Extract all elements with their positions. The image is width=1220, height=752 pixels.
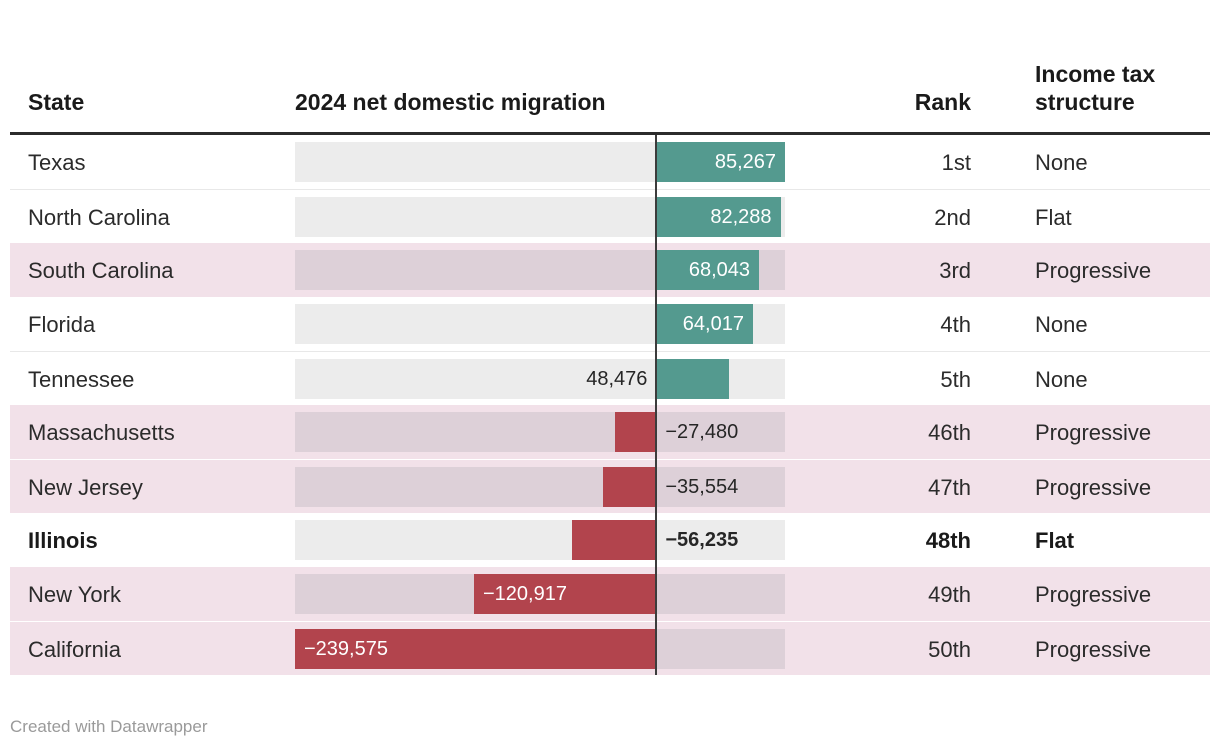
bar-track: −120,917 [295,574,785,614]
table-row: Illinois −56,235 48th Flat [10,513,1210,567]
migration-bar-cell: −27,480 [295,405,785,459]
bar-value-label: 82,288 [710,206,772,228]
state-cell: Illinois [28,527,98,553]
income-tax-cell: Flat [1035,527,1075,553]
state-cell: New Jersey [28,474,143,500]
rank-cell: 1st [941,149,971,175]
migration-bar-cell: −35,554 [295,460,785,514]
positive-bar [656,142,785,182]
bar-track: −56,235 [295,520,785,560]
negative-bar [571,520,657,560]
table-row: Florida 64,017 4th None [10,297,1210,351]
negative-bar [602,467,657,507]
positive-bar [656,359,730,399]
state-cell: Florida [28,311,96,337]
bar-track: −239,575 [295,629,785,669]
rank-cell: 2nd [934,204,971,230]
bar-track: 68,043 [295,250,785,290]
bar-track: −27,480 [295,412,785,452]
income-tax-cell: Flat [1035,204,1072,230]
column-header-state: State [28,89,85,116]
table-row: South Carolina 68,043 3rd Progressive [10,243,1210,297]
column-header-rank: Rank [914,89,971,116]
negative-bar [295,629,657,669]
migration-bar-cell: 82,288 [295,190,785,244]
rank-cell: 47th [928,474,971,500]
table-row: New York −120,917 49th Progressive [10,567,1210,621]
bar-track: 82,288 [295,197,785,237]
bar-value-label: −27,480 [665,421,739,443]
bar-value-label: −56,235 [665,529,739,551]
positive-bar [656,197,781,237]
positive-bar [656,304,753,344]
column-header-income-tax: Income tax structure [1035,60,1156,116]
table-header-row: State 2024 net domestic migration Rank I… [10,0,1210,135]
bar-value-label: −120,917 [482,583,567,605]
rank-cell: 50th [928,636,971,662]
table-row: Texas 85,267 1st None [10,135,1210,189]
bar-track: 48,476 [295,359,785,399]
negative-bar [614,412,657,452]
datawrapper-credit[interactable]: Created with Datawrapper [10,717,208,736]
state-cell: California [28,636,121,662]
bar-value-label: 48,476 [586,368,648,390]
income-tax-cell: Progressive [1035,636,1152,662]
zero-axis-line [655,135,658,675]
state-cell: North Carolina [28,204,170,230]
migration-bar-cell: −56,235 [295,513,785,567]
rank-cell: 46th [928,419,971,445]
migration-bar-cell: 68,043 [295,243,785,297]
bar-track: 85,267 [295,142,785,182]
bar-value-label: 85,267 [714,151,776,173]
income-tax-cell: None [1035,366,1088,392]
rank-cell: 49th [928,581,971,607]
rank-cell: 4th [940,311,971,337]
bar-track: −35,554 [295,467,785,507]
rank-cell: 48th [925,527,971,553]
state-cell: Massachusetts [28,419,175,445]
income-tax-cell: None [1035,311,1088,337]
state-cell: South Carolina [28,257,174,283]
bar-value-label: 64,017 [682,313,744,335]
positive-bar [656,250,759,290]
income-tax-cell: Progressive [1035,257,1152,283]
migration-bar-cell: −120,917 [295,567,785,621]
state-cell: Texas [28,149,86,175]
migration-bar-cell: 85,267 [295,135,785,189]
income-tax-cell: Progressive [1035,581,1152,607]
table-row: Massachusetts −27,480 46th Progressive [10,405,1210,459]
rank-cell: 5th [940,366,971,392]
migration-bar-cell: 48,476 [295,352,785,406]
income-tax-cell: Progressive [1035,474,1152,500]
bar-track: 64,017 [295,304,785,344]
bar-value-label: −35,554 [665,476,739,498]
bar-value-label: −239,575 [304,638,388,660]
negative-bar [473,574,657,614]
income-tax-cell: None [1035,149,1088,175]
migration-bar-cell: −239,575 [295,622,785,676]
table-row: Tennessee 48,476 5th None [10,351,1210,405]
table-body: Texas 85,267 1st None North Carolina 82,288 2n… [10,135,1210,675]
income-tax-cell: Progressive [1035,419,1152,445]
rank-cell: 3rd [939,257,971,283]
bar-value-label: 68,043 [688,259,751,281]
state-cell: Tennessee [28,366,135,392]
table-row: New Jersey −35,554 47th Progressive [10,459,1210,513]
state-cell: New York [28,581,121,607]
migration-bar-cell: 64,017 [295,297,785,351]
migration-table: State 2024 net domestic migration Rank I… [10,0,1210,737]
table-row: California −239,575 50th Progressive [10,621,1210,675]
table-row: North Carolina 82,288 2nd Flat [10,189,1210,243]
column-header-migration: 2024 net domestic migration [295,89,606,116]
